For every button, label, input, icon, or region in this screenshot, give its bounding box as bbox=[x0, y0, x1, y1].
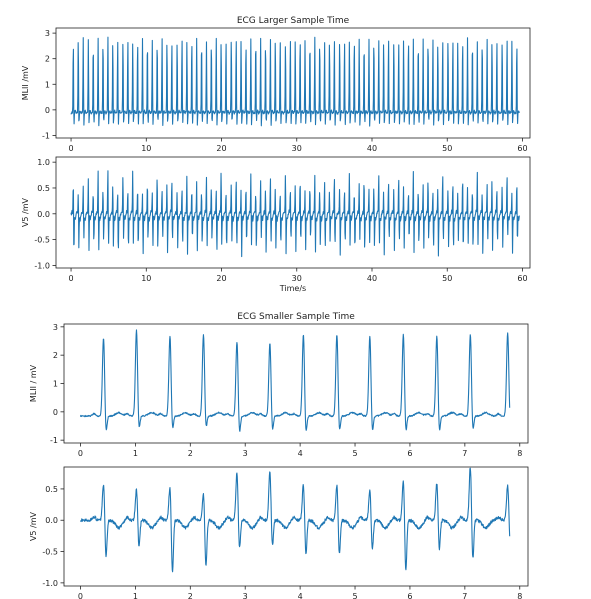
x-tick-label: 0 bbox=[69, 144, 74, 153]
y-axis-label: MLII /mV bbox=[21, 65, 30, 100]
y-tick-label: 0.5 bbox=[45, 485, 58, 494]
y-tick-label: 3 bbox=[45, 29, 50, 38]
panel-v5-larger: 0 10 20 30 40 50 60 -1.0 -0.5 0.0 0.5 1.0 V5 /mV Time… bbox=[21, 156, 531, 293]
x-tick-label: 3 bbox=[243, 449, 248, 458]
y-tick-label: 2 bbox=[45, 55, 50, 64]
y-tick-label: 2 bbox=[53, 351, 58, 360]
y-tick-label: 0.5 bbox=[37, 184, 50, 193]
x-tick-label: 40 bbox=[367, 144, 377, 153]
x-tick-label: 8 bbox=[517, 449, 522, 458]
x-tick-label: 20 bbox=[216, 274, 226, 283]
x-tick-label: 6 bbox=[407, 449, 412, 458]
y-axis-label: V5 /mV bbox=[21, 197, 30, 227]
plot-frame bbox=[63, 323, 529, 444]
y-tick-label: -1.0 bbox=[42, 579, 58, 588]
x-tick-label: 10 bbox=[141, 144, 151, 153]
x-tick-label: 1 bbox=[133, 449, 138, 458]
x-tick-label: 60 bbox=[517, 144, 527, 153]
panel-mlii-larger: 0 10 20 30 40 50 60 -1 0 1 2 3 ECG Larger Sample Tim… bbox=[21, 16, 531, 153]
x-tick-label: 7 bbox=[462, 592, 467, 599]
panel-mlii-smaller: 0 1 2 3 4 5 6 7 8 -1 0 1 2 3 ECG Smaller Sample Time ML… bbox=[29, 312, 529, 458]
x-tick-label: 0 bbox=[78, 592, 83, 599]
x-tick-label: 30 bbox=[292, 274, 302, 283]
y-tick-label: 0.0 bbox=[45, 516, 58, 525]
x-tick-label: 20 bbox=[216, 144, 226, 153]
x-tick-label: 8 bbox=[517, 592, 522, 599]
y-axis-label: MLII / mV bbox=[29, 364, 38, 402]
ecg-trace-line bbox=[79, 329, 511, 432]
y-tick-label: 0.0 bbox=[37, 210, 50, 219]
plot-frame bbox=[55, 27, 531, 139]
ecg-trace-line bbox=[70, 36, 520, 127]
x-tick-label: 60 bbox=[517, 274, 527, 283]
chart-title: ECG Smaller Sample Time bbox=[237, 312, 355, 322]
y-tick-label: 0 bbox=[45, 106, 50, 115]
ecg-trace-line bbox=[79, 467, 511, 573]
y-tick-label: -0.5 bbox=[34, 236, 50, 245]
x-tick-label: 30 bbox=[292, 144, 302, 153]
panel-v5-smaller: 0 1 2 3 4 5 6 7 8 -1.0 -0.5 0.0 0.5 V5 /mV bbox=[29, 466, 529, 599]
y-tick-label: 1.0 bbox=[37, 158, 50, 167]
x-tick-label: 50 bbox=[442, 274, 452, 283]
x-tick-label: 50 bbox=[442, 144, 452, 153]
x-tick-label: 0 bbox=[69, 274, 74, 283]
y-tick-label: 1 bbox=[45, 80, 50, 89]
y-tick-label: 1 bbox=[53, 380, 58, 389]
x-tick-label: 10 bbox=[141, 274, 151, 283]
x-tick-label: 1 bbox=[133, 592, 138, 599]
y-tick-label: 0 bbox=[53, 408, 58, 417]
x-tick-label: 4 bbox=[298, 449, 303, 458]
x-tick-label: 40 bbox=[367, 274, 377, 283]
x-tick-label: 2 bbox=[188, 592, 193, 599]
x-tick-label: 7 bbox=[462, 449, 467, 458]
ecg-trace-line bbox=[70, 170, 520, 258]
y-tick-label: -1.0 bbox=[34, 261, 50, 270]
x-tick-label: 0 bbox=[78, 449, 83, 458]
y-tick-label: -1 bbox=[50, 436, 58, 445]
x-tick-label: 4 bbox=[298, 592, 303, 599]
x-axis-label: Time/s bbox=[279, 284, 306, 293]
x-tick-label: 5 bbox=[352, 592, 357, 599]
y-tick-label: -1 bbox=[42, 131, 50, 140]
plot-frame bbox=[63, 466, 529, 587]
y-tick-label: 3 bbox=[53, 323, 58, 332]
x-tick-label: 2 bbox=[188, 449, 193, 458]
y-axis-label: V5 /mV bbox=[29, 511, 38, 541]
x-tick-label: 6 bbox=[407, 592, 412, 599]
plot-frame bbox=[55, 156, 531, 269]
x-tick-label: 5 bbox=[352, 449, 357, 458]
y-tick-label: -0.5 bbox=[42, 548, 58, 557]
x-tick-label: 3 bbox=[243, 592, 248, 599]
chart-title: ECG Larger Sample Time bbox=[237, 16, 350, 26]
